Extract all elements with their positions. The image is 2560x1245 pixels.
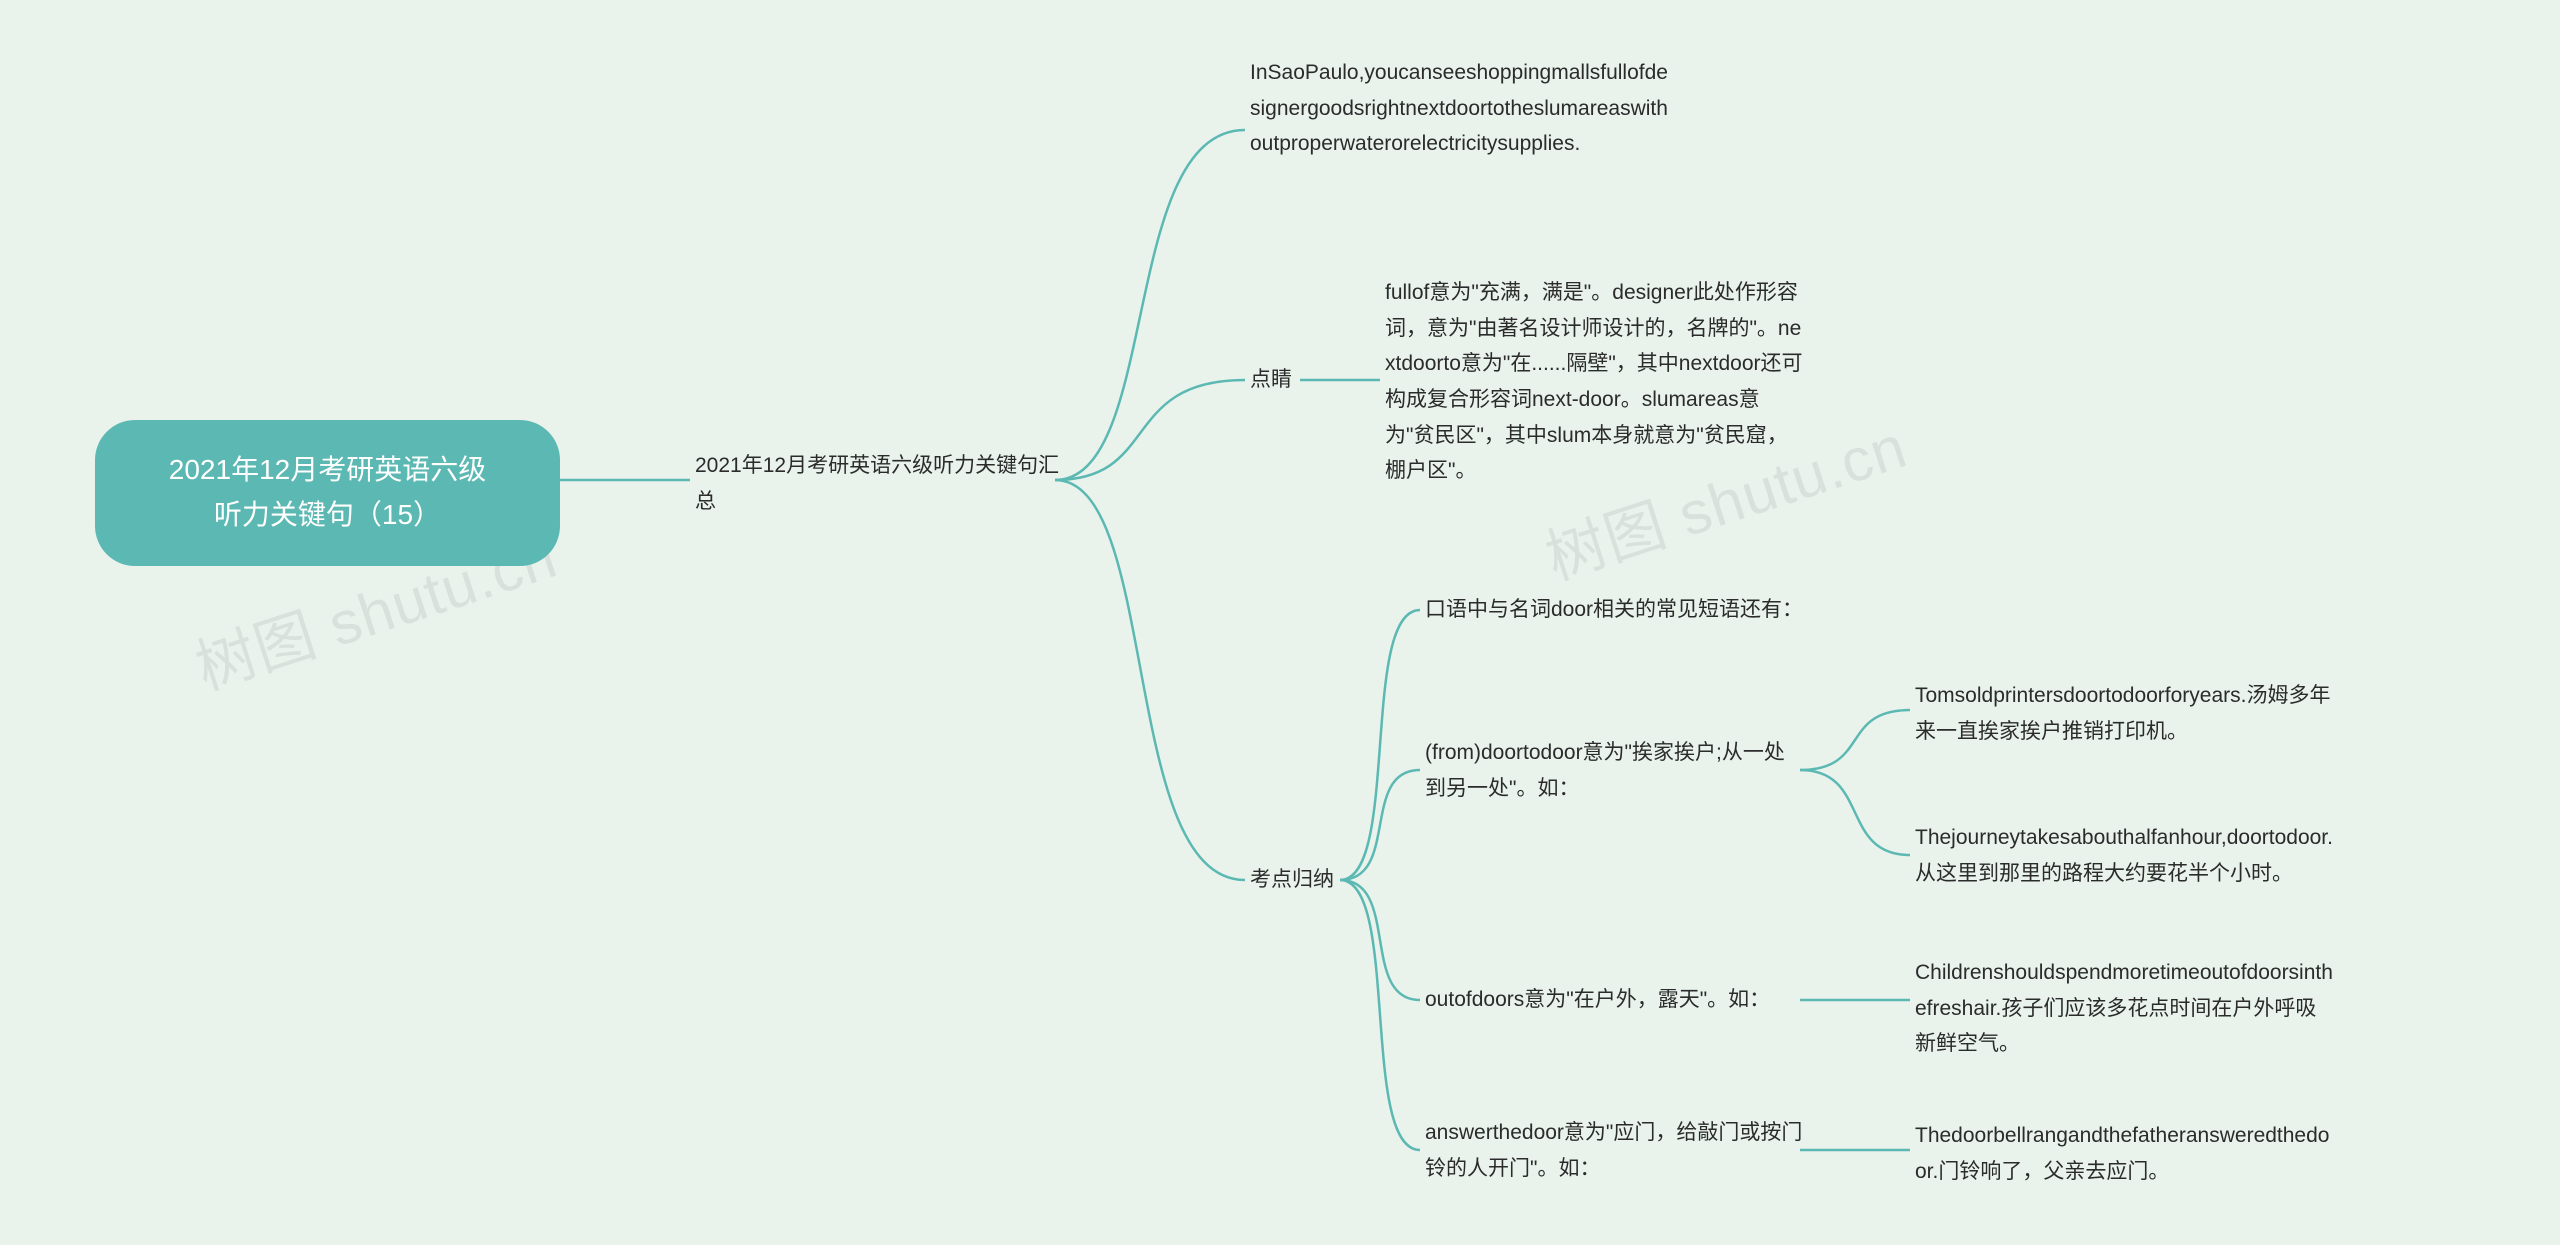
level1-node: 2021年12月考研英语六级听力关键句汇总 <box>695 448 1065 519</box>
c4-label: answerthedoor意为"应门，给敲门或按门铃的人开门"。如： <box>1425 1115 1805 1186</box>
c2-ex2: Thejourneytakesabouthalfanhour,doortodoo… <box>1915 820 2335 891</box>
branch-b-text: fullof意为"充满，满是"。designer此处作形容词，意为"由著名设计师… <box>1385 275 1805 489</box>
c2-label: (from)doortodoor意为"挨家挨户;从一处到另一处"。如： <box>1425 735 1805 806</box>
c1-text: 口语中与名词door相关的常见短语还有： <box>1425 592 1845 628</box>
c3-ex1: Childrenshouldspendmoretimeoutofdoorsint… <box>1915 955 2335 1062</box>
root-line2: 听力关键句（15） <box>145 493 510 538</box>
root-line1: 2021年12月考研英语六级 <box>145 448 510 493</box>
mindmap-canvas: 树图 shutu.cn 树图 shutu.cn 2021年12月考研英语六级 <box>0 0 2560 1245</box>
c2-ex1: Tomsoldprintersdoortodoorforyears.汤姆多年来一… <box>1915 678 2335 749</box>
branch-b-label: 点睛 <box>1250 362 1292 398</box>
branch-a-text: InSaoPaulo,youcanseeshoppingmallsfullofd… <box>1250 55 1670 162</box>
c3-label: outofdoors意为"在户外，露天"。如： <box>1425 982 1805 1018</box>
c4-ex1: Thedoorbellrangandthefatheransweredthedo… <box>1915 1118 2335 1189</box>
branch-c-label: 考点归纳 <box>1250 862 1334 898</box>
root-node: 2021年12月考研英语六级 听力关键句（15） <box>95 420 560 566</box>
